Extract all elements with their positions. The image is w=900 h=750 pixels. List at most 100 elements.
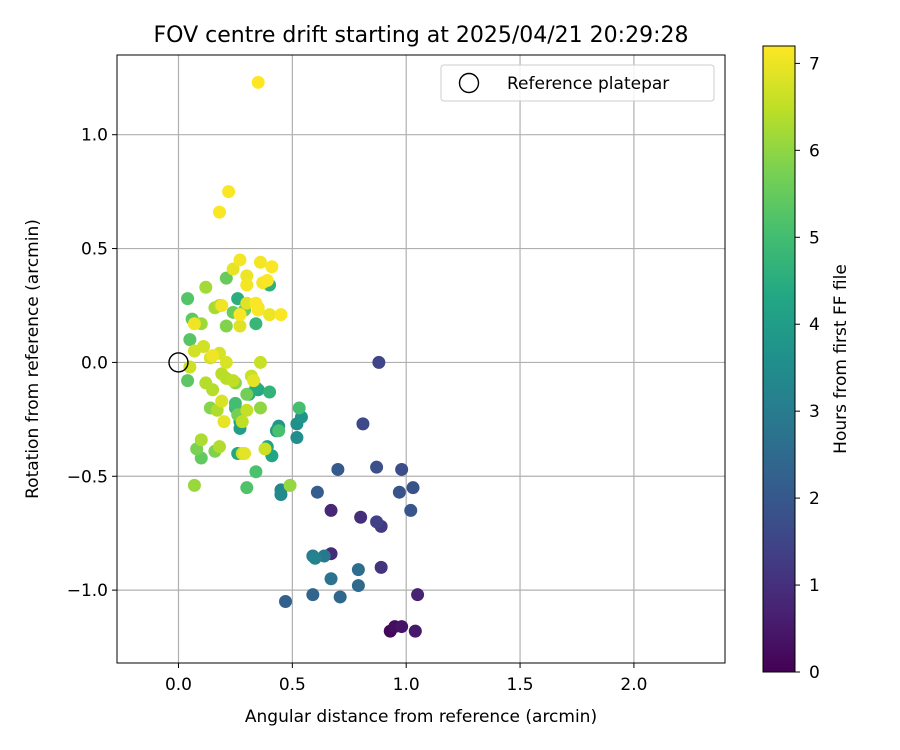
data-point [187, 478, 201, 492]
data-point [331, 462, 345, 476]
data-point [233, 253, 247, 267]
data-point [240, 269, 254, 283]
data-points [181, 75, 425, 638]
data-point [181, 292, 195, 306]
y-axis-label: Rotation from reference (arcmin) [23, 219, 43, 499]
data-point [235, 415, 249, 429]
colorbar-tick-label: 4 [809, 315, 820, 335]
data-point [219, 271, 233, 285]
data-point [263, 308, 277, 322]
data-point [292, 401, 306, 415]
data-point [253, 255, 267, 269]
colorbar-tick-label: 5 [809, 228, 820, 248]
data-point [356, 417, 370, 431]
legend-box [440, 64, 715, 102]
data-point [370, 460, 384, 474]
data-point [263, 385, 277, 399]
data-point [392, 485, 406, 499]
data-point [240, 387, 254, 401]
data-point [274, 308, 288, 322]
data-point [212, 205, 226, 219]
x-tick-label: 0.5 [279, 675, 306, 695]
legend-label: Reference platepar [507, 74, 669, 94]
colorbar-tick-label: 2 [809, 489, 820, 509]
x-tick-label: 1.0 [393, 675, 420, 695]
data-point [251, 75, 265, 89]
data-point [354, 510, 368, 524]
y-tick-label: −1.0 [67, 581, 108, 601]
data-point [194, 433, 208, 447]
y-axis-ticks: 1.0 0.5 0.0 −0.5 −1.0 [67, 126, 117, 601]
x-axis-label: Angular distance from reference (arcmin) [245, 707, 597, 727]
y-tick-label: 1.0 [81, 126, 108, 146]
data-point [274, 487, 288, 501]
x-tick-label: 0.0 [165, 675, 192, 695]
data-point [333, 590, 347, 604]
data-point [290, 431, 304, 445]
colorbar-tick-label: 7 [809, 54, 820, 74]
colorbar-label: Hours from first FF file [831, 264, 851, 454]
data-point [226, 262, 240, 276]
data-point [308, 551, 322, 565]
reference-platepar-point [168, 352, 189, 373]
data-point [351, 563, 365, 577]
chart-title: FOV centre drift starting at 2025/04/21 … [154, 23, 689, 48]
data-point [408, 624, 422, 638]
x-axis-ticks: 0.0 0.5 1.0 1.5 2.0 [165, 663, 647, 695]
data-point [406, 481, 420, 495]
data-point [265, 260, 279, 274]
data-point [240, 481, 254, 495]
data-point [181, 374, 195, 388]
data-point [219, 319, 233, 333]
data-point [404, 503, 418, 517]
data-point [251, 303, 265, 317]
legend: Reference platepar [440, 64, 715, 102]
data-point [228, 396, 242, 410]
colorbar-tick-label: 6 [809, 141, 820, 161]
colorbar-tick-label: 3 [809, 402, 820, 422]
data-point [183, 360, 197, 374]
data-point [215, 298, 229, 312]
reference-marker [168, 352, 189, 373]
colorbar-ticks: 0 1 2 3 4 5 6 7 [795, 54, 820, 683]
data-point [253, 355, 267, 369]
y-tick-label: −0.5 [67, 467, 108, 487]
data-point [324, 572, 338, 586]
data-point [249, 317, 263, 331]
data-point [370, 515, 384, 529]
data-point [206, 383, 220, 397]
data-point [217, 415, 231, 429]
colorbar-tick-label: 1 [809, 576, 820, 596]
data-point [215, 394, 229, 408]
data-point [253, 401, 267, 415]
data-point [240, 403, 254, 417]
data-point [219, 355, 233, 369]
colorbar-tick-label: 0 [809, 663, 820, 683]
colorbar [762, 45, 796, 673]
data-point [260, 273, 274, 287]
y-tick-label: 0.5 [81, 240, 108, 260]
grid-lines [117, 55, 725, 663]
data-point [240, 278, 254, 292]
data-point [238, 447, 252, 461]
data-point [233, 319, 247, 333]
data-point [306, 588, 320, 602]
data-point [240, 296, 254, 310]
data-point [183, 333, 197, 347]
data-point [233, 308, 247, 322]
data-point [310, 485, 324, 499]
data-point [249, 465, 263, 479]
data-point [283, 478, 297, 492]
data-point [372, 355, 386, 369]
x-tick-label: 1.5 [507, 675, 534, 695]
data-point [411, 588, 425, 602]
data-point [395, 462, 409, 476]
data-point [374, 560, 388, 574]
data-point [212, 440, 226, 454]
data-point [279, 595, 293, 609]
data-point [324, 503, 338, 517]
x-tick-label: 2.0 [620, 675, 647, 695]
data-point [247, 374, 261, 388]
y-tick-label: 0.0 [81, 353, 108, 373]
